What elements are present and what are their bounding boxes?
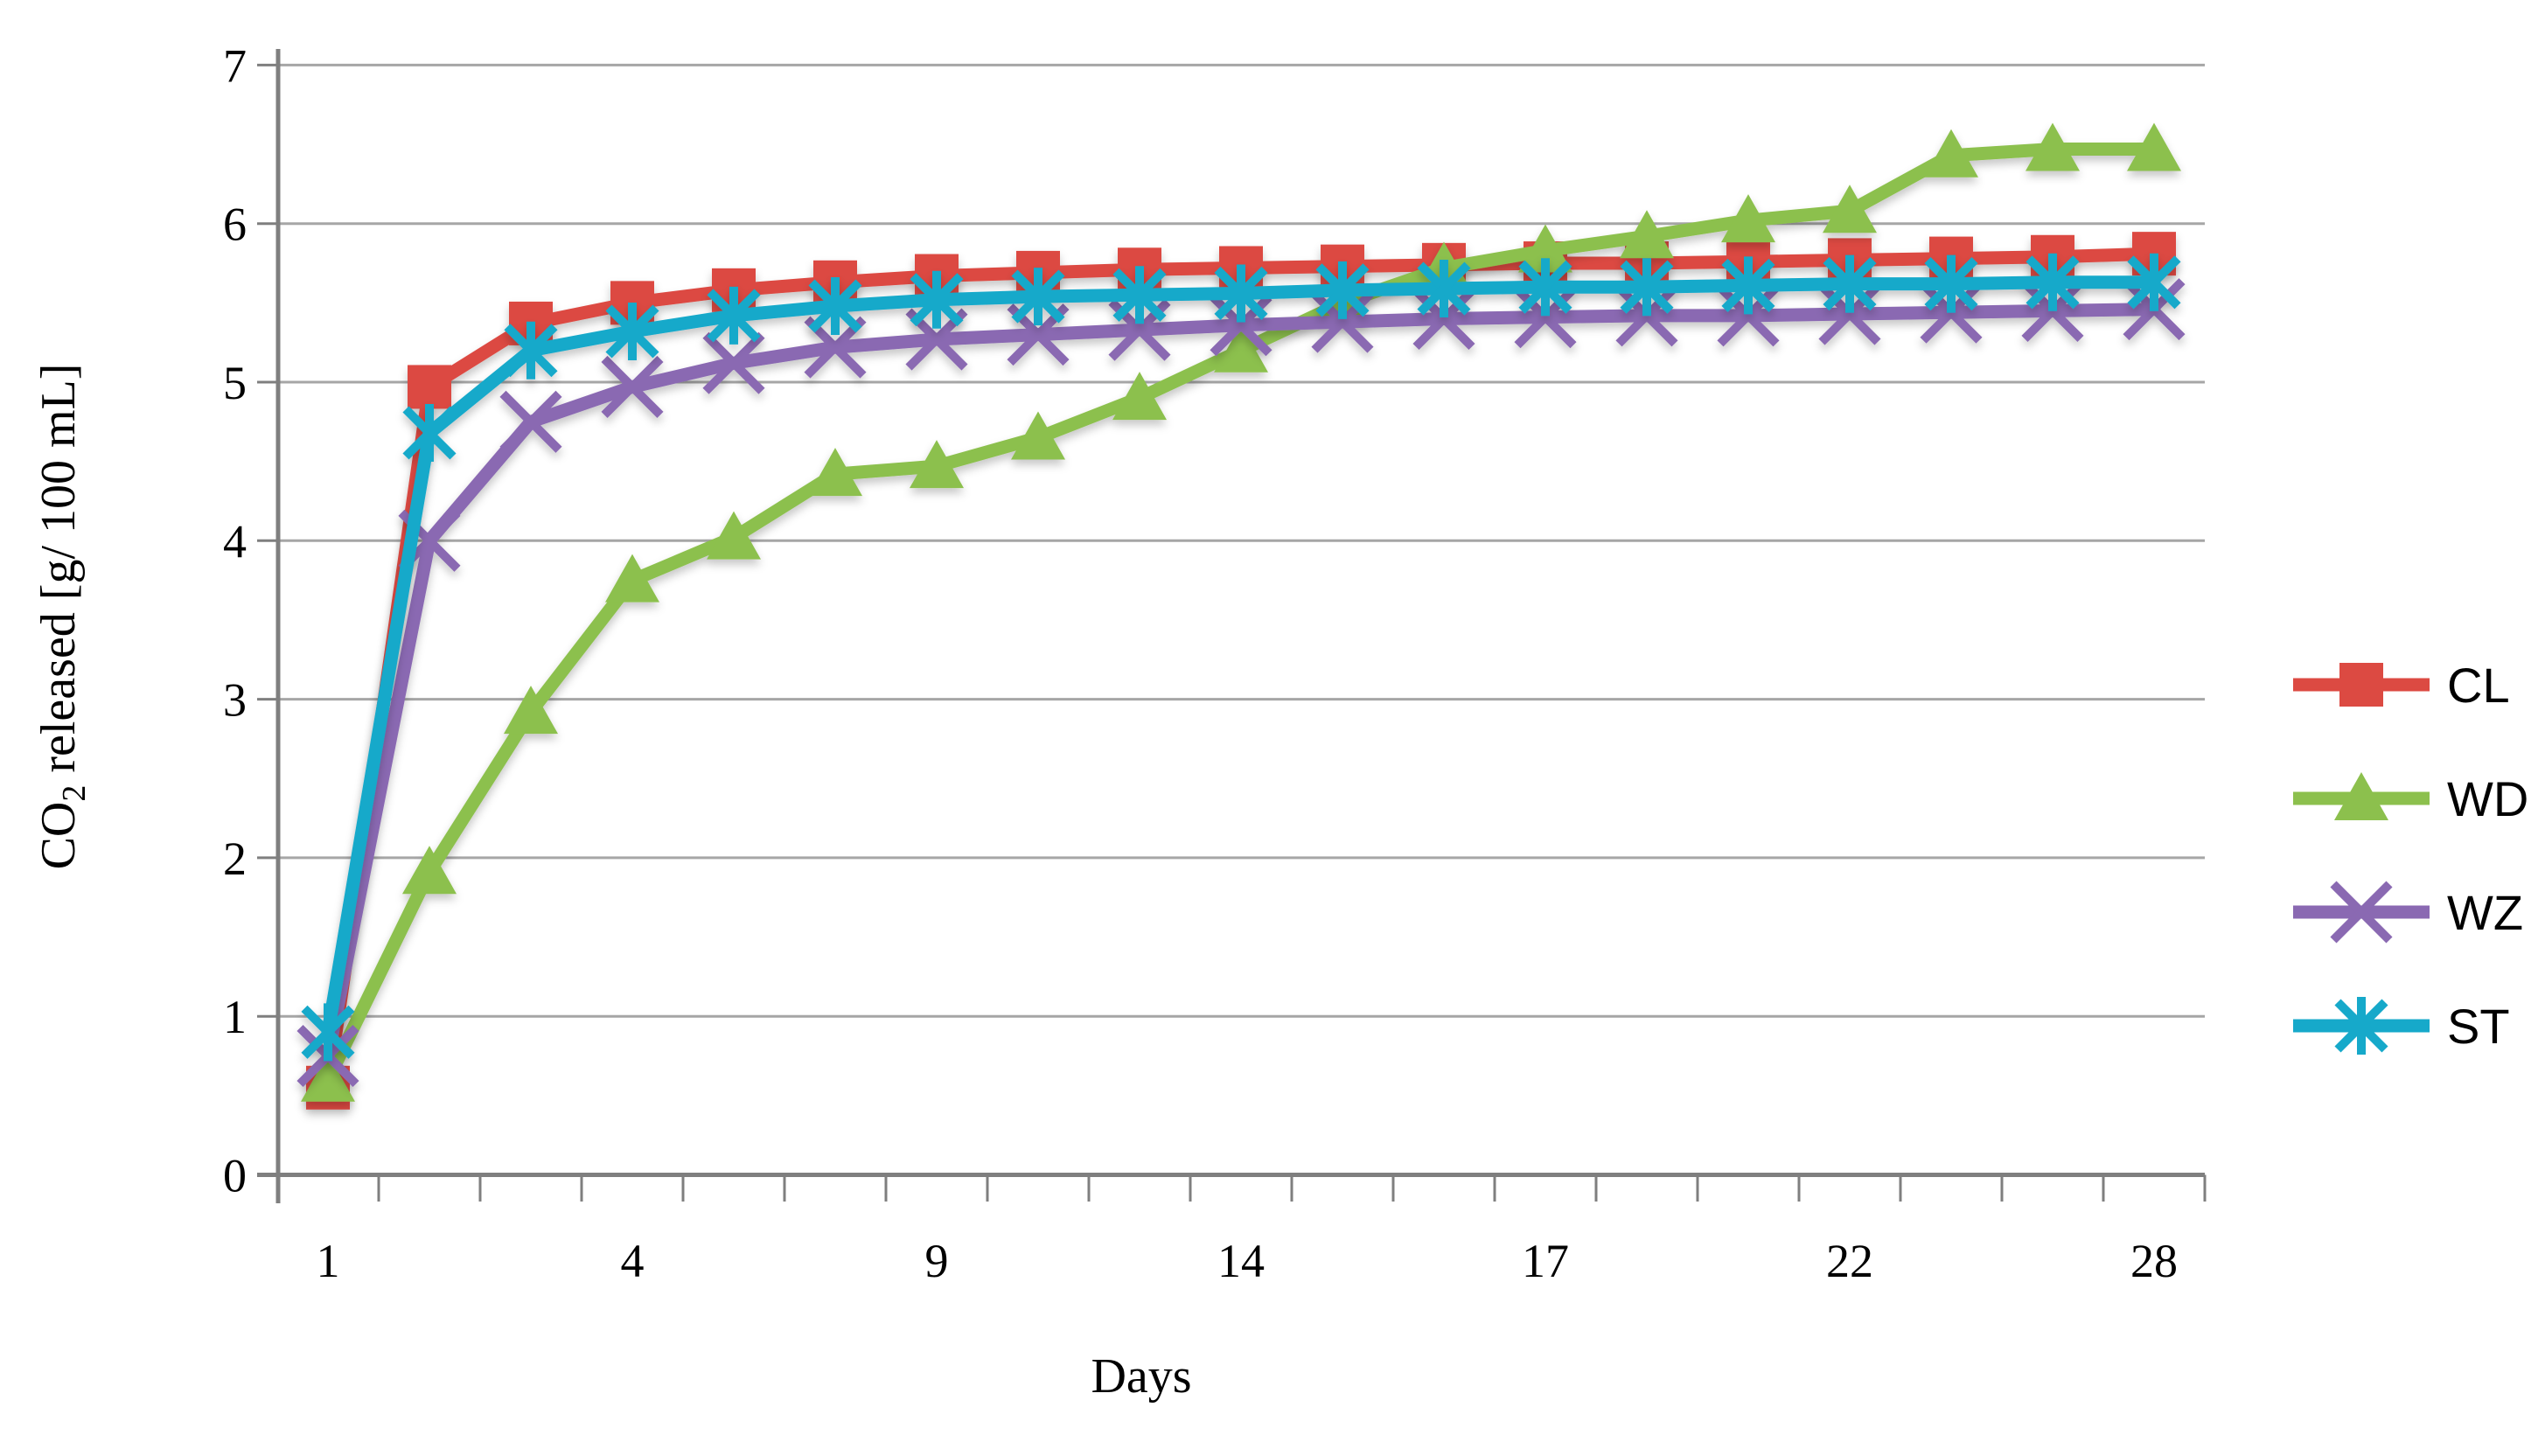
marker-triangle (504, 686, 558, 735)
marker-triangle (2334, 772, 2388, 820)
legend-item-WZ: WZ (2293, 881, 2523, 944)
x-tick-label: 9 (925, 1235, 949, 1287)
marker-triangle (1620, 210, 1674, 259)
x-axis-tick-labels: 1 4 9 14 17 22 28 (317, 1235, 2179, 1287)
marker-x (1412, 287, 1475, 351)
y-tick-label: 0 (223, 1150, 247, 1202)
marker-triangle (605, 554, 659, 603)
marker-square (408, 365, 451, 409)
y-tick-label: 7 (223, 39, 247, 92)
legend-item-WD: WD (2293, 771, 2528, 826)
series-line-CL (321, 247, 2161, 1095)
series-line-WZ (321, 303, 2161, 1063)
marker-asterisk (808, 279, 862, 333)
marker-x (1717, 284, 1780, 347)
marker-asterisk (2127, 255, 2181, 310)
legend: CL WD WZ ST (2293, 658, 2528, 1055)
y-tick-label: 6 (223, 199, 247, 251)
marker-x (601, 355, 664, 418)
y-tick-label: 3 (223, 674, 247, 727)
marker-asterisk (910, 273, 964, 327)
y-tick-label: 2 (223, 832, 247, 885)
marker-triangle (1112, 372, 1167, 421)
marker-triangle (808, 448, 862, 497)
marker-triangle (301, 1053, 355, 1102)
x-tick-label: 4 (621, 1235, 645, 1287)
legend-label-CL: CL (2447, 658, 2510, 713)
x-tick-label: 17 (1522, 1235, 1569, 1287)
marker-x (1818, 282, 1881, 345)
marker-x (702, 331, 765, 394)
marker-asterisk (402, 406, 457, 460)
marker-asterisk (1315, 263, 1370, 317)
y-axis-title: CO2 released [g/ 100 mL] (31, 364, 93, 870)
axes (257, 49, 2207, 1203)
series-layer (296, 122, 2186, 1110)
marker-asterisk (1417, 261, 1471, 316)
legend-label-WZ: WZ (2447, 885, 2523, 940)
marker-asterisk (1112, 268, 1167, 322)
marker-x (2330, 881, 2393, 944)
marker-asterisk (2026, 255, 2080, 310)
marker-triangle (1823, 185, 1877, 233)
y-tick-label: 5 (223, 357, 247, 409)
marker-asterisk (1214, 266, 1268, 321)
y-axis-tick-labels: 0 1 2 3 4 5 6 7 (223, 39, 247, 1202)
marker-triangle (2026, 122, 2080, 171)
gridlines (278, 63, 2205, 1018)
marker-triangle (1518, 224, 1572, 273)
y-tick-label: 1 (223, 991, 247, 1043)
legend-item-CL: CL (2293, 658, 2510, 713)
marker-asterisk (1011, 269, 1065, 324)
marker-asterisk (1924, 257, 1978, 311)
marker-asterisk (504, 324, 558, 378)
legend-item-ST: ST (2293, 997, 2510, 1055)
marker-triangle (1011, 411, 1065, 460)
marker-triangle (402, 846, 457, 895)
legend-label-ST: ST (2447, 999, 2510, 1054)
x-tick-label: 1 (317, 1235, 340, 1287)
marker-asterisk (605, 304, 659, 359)
legend-label-WD: WD (2447, 771, 2528, 826)
marker-asterisk (2334, 999, 2388, 1053)
series-WD (301, 122, 2181, 1102)
marker-triangle (707, 511, 761, 560)
marker-asterisk (1620, 260, 1674, 314)
marker-x (1514, 286, 1577, 349)
series-ST (301, 253, 2181, 1062)
marker-square (2339, 663, 2383, 707)
marker-triangle (2127, 122, 2181, 171)
x-tick-label: 14 (1217, 1235, 1265, 1287)
marker-asterisk (1823, 257, 1877, 311)
marker-asterisk (707, 289, 761, 343)
series-WZ (296, 278, 2186, 1088)
marker-asterisk (1721, 258, 1775, 312)
x-tick-label: 22 (1826, 1235, 1873, 1287)
y-tick-label: 4 (223, 515, 247, 568)
x-tick-label: 28 (2130, 1235, 2178, 1287)
marker-triangle (1721, 194, 1775, 243)
marker-asterisk (301, 1005, 355, 1059)
marker-asterisk (1518, 260, 1572, 314)
marker-x (499, 390, 562, 453)
marker-triangle (1214, 324, 1268, 373)
x-axis-title: Days (1091, 1349, 1191, 1404)
marker-triangle (910, 440, 964, 489)
marker-triangle (1924, 129, 1978, 178)
